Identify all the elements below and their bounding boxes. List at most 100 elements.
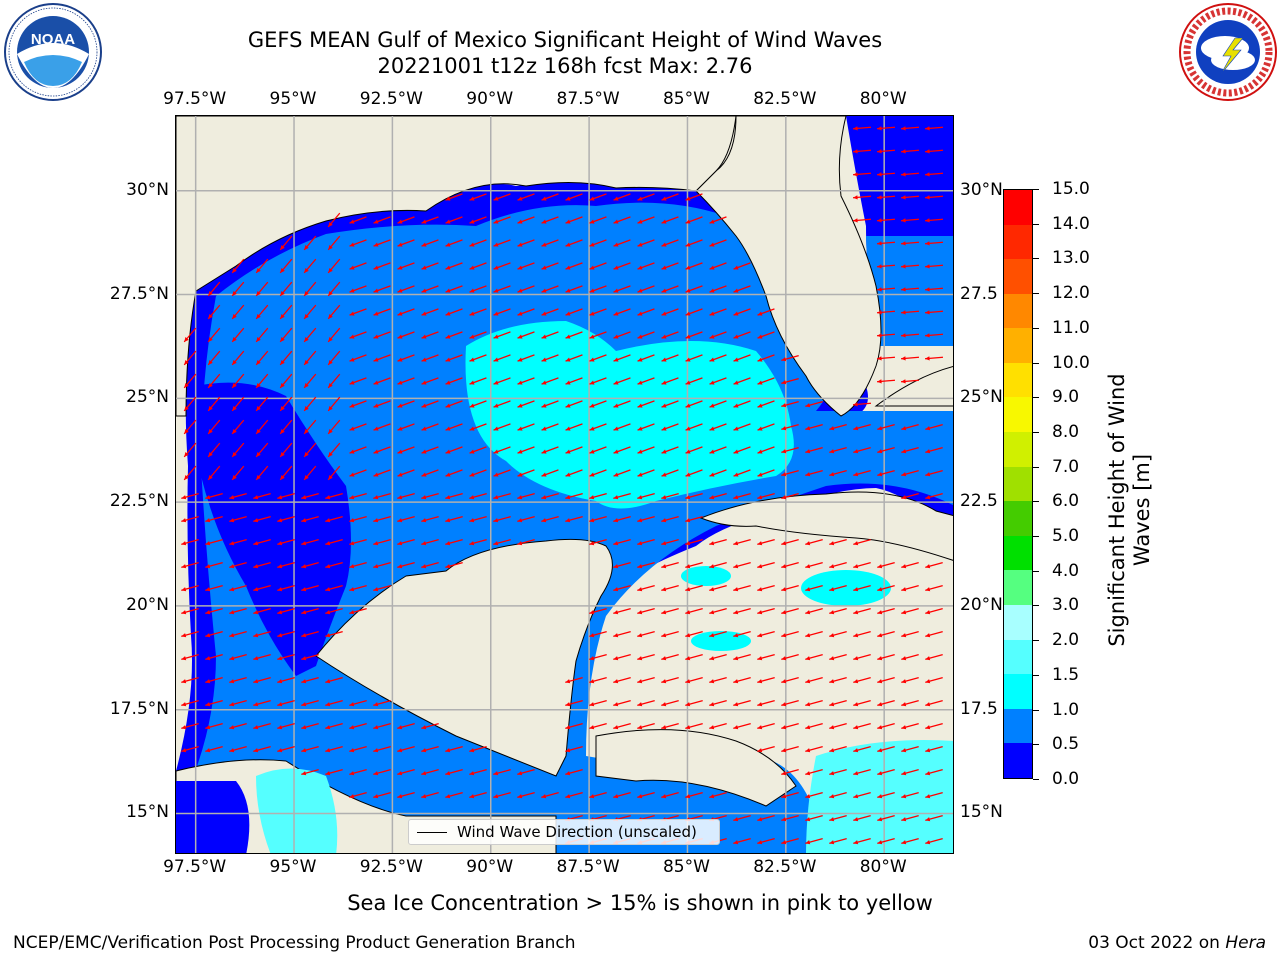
wave-arrow	[925, 815, 943, 822]
wave-arrow	[469, 285, 487, 293]
wave-arrow	[901, 746, 919, 753]
wave-arrow	[757, 677, 775, 684]
wave-arrow	[207, 419, 221, 435]
wave-arrow	[373, 354, 391, 362]
wave-arrow	[733, 446, 751, 454]
wave-arrow	[349, 308, 367, 316]
colorbar-tick-label: 10.0	[1033, 352, 1090, 373]
wave-arrow	[805, 447, 823, 454]
colorbar-segment	[1004, 605, 1032, 640]
wave-arrow	[469, 216, 487, 224]
wave-arrow	[541, 354, 559, 362]
wave-arrow	[637, 423, 655, 431]
colorbar-tick-label: 7.0	[1032, 456, 1080, 477]
wave-arrow	[205, 539, 223, 546]
wave-arrow	[733, 377, 751, 385]
colorbar-tick-label: 1.0	[1032, 699, 1080, 720]
wave-arrow	[205, 631, 223, 638]
wave-arrow	[733, 262, 751, 270]
wave-arrow	[877, 608, 895, 615]
wave-arrow	[613, 400, 631, 408]
wave-arrow	[925, 493, 943, 500]
wave-arrow	[661, 469, 679, 477]
wave-arrow	[709, 331, 727, 339]
wave-arrow	[541, 792, 559, 799]
wave-arrow	[805, 746, 823, 753]
wave-arrow	[565, 769, 583, 776]
wave-arrow	[900, 264, 920, 269]
wave-arrow	[349, 377, 367, 385]
y-tick-label-left: 25°N	[126, 387, 169, 408]
wave-arrow	[349, 700, 367, 707]
colorbar-segment	[1004, 639, 1032, 675]
wave-arrow	[709, 308, 727, 316]
colorbar-segment	[1004, 189, 1032, 225]
wave-arrow	[805, 815, 823, 822]
wave-arrow	[661, 631, 679, 638]
wave-arrow	[373, 792, 391, 799]
wave-arrow	[421, 308, 439, 316]
y-tick-label-left: 17.5°N	[109, 698, 169, 719]
wave-arrow	[805, 424, 823, 431]
wave-arrow	[709, 723, 727, 730]
x-tick-label-bottom: 95°W	[269, 857, 317, 877]
wave-arrow	[565, 216, 583, 224]
y-tick-label-left: 15°N	[126, 802, 169, 823]
wave-arrow	[733, 677, 751, 684]
wave-arrow	[493, 354, 511, 362]
wave-arrow	[231, 442, 245, 458]
wave-arrow	[733, 562, 751, 569]
wave-arrow	[589, 377, 607, 385]
wave-arrow	[613, 285, 631, 293]
wave-arrow	[685, 446, 703, 454]
wave-arrow	[493, 539, 511, 546]
wave-arrow	[877, 792, 895, 799]
wave-arrow	[685, 677, 703, 684]
wave-arrow	[181, 493, 199, 500]
wave-arrow	[924, 264, 944, 269]
wave-arrow	[852, 218, 872, 223]
wave-arrow	[253, 562, 271, 569]
wave-arrow	[565, 331, 583, 339]
wave-arrow	[661, 262, 679, 270]
wave-arrow	[685, 654, 703, 661]
wave-arrow	[901, 838, 919, 845]
wave-arrow	[757, 631, 775, 638]
wave-arrow	[733, 539, 751, 546]
wave-arrow	[661, 216, 679, 224]
wave-arrow	[853, 447, 871, 454]
wave-arrow	[852, 402, 872, 407]
wave-arrow	[445, 469, 463, 477]
wave-arrow	[349, 354, 367, 362]
wave-arrow	[373, 469, 391, 477]
wave-arrow	[279, 442, 293, 458]
wave-arrow	[829, 631, 847, 638]
wave-arrow	[325, 562, 343, 569]
wave-arrow	[613, 585, 631, 592]
wave-arrow	[325, 769, 343, 776]
wave-arrow	[829, 838, 847, 845]
wave-arrow	[421, 792, 439, 799]
wave-arrow	[829, 746, 847, 753]
wave-arrow	[925, 447, 943, 454]
wave-arrow	[541, 285, 559, 293]
wave-arrow	[517, 400, 535, 408]
wave-arrow	[421, 723, 439, 730]
wave-arrow	[925, 424, 943, 431]
wave-arrow	[373, 746, 391, 753]
wave-arrow	[469, 377, 487, 385]
wave-arrow	[445, 262, 463, 270]
wave-arrow	[637, 654, 655, 661]
wave-arrow	[229, 700, 247, 707]
west-gulf-low	[196, 382, 351, 676]
wave-arrow	[373, 539, 391, 546]
wave-arrow	[781, 378, 799, 385]
wave-arrow	[924, 241, 944, 246]
caribbean-high-2	[681, 566, 731, 586]
wave-arrow	[877, 677, 895, 684]
wave-arrow	[900, 310, 920, 315]
wave-arrow	[781, 677, 799, 684]
wave-arrow	[709, 377, 727, 385]
wave-arrow	[397, 446, 415, 454]
x-tick-label-top: 95°W	[269, 89, 317, 109]
